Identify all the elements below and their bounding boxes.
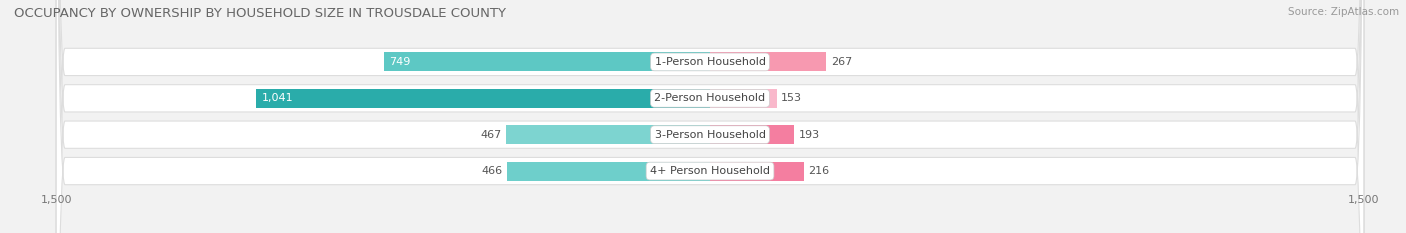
Bar bbox=[710, 52, 827, 71]
Text: 153: 153 bbox=[782, 93, 801, 103]
FancyBboxPatch shape bbox=[56, 0, 1364, 233]
Bar bbox=[506, 125, 710, 144]
Text: 1-Person Household: 1-Person Household bbox=[655, 57, 765, 67]
Bar bbox=[384, 52, 710, 71]
Text: 467: 467 bbox=[481, 130, 502, 140]
FancyBboxPatch shape bbox=[56, 0, 1364, 233]
Bar bbox=[710, 89, 776, 108]
Bar bbox=[710, 125, 794, 144]
FancyBboxPatch shape bbox=[56, 0, 1364, 233]
Text: 4+ Person Household: 4+ Person Household bbox=[650, 166, 770, 176]
Text: 267: 267 bbox=[831, 57, 852, 67]
Text: Source: ZipAtlas.com: Source: ZipAtlas.com bbox=[1288, 7, 1399, 17]
FancyBboxPatch shape bbox=[56, 0, 1364, 233]
Text: 1,041: 1,041 bbox=[262, 93, 294, 103]
Bar bbox=[508, 162, 710, 181]
Text: OCCUPANCY BY OWNERSHIP BY HOUSEHOLD SIZE IN TROUSDALE COUNTY: OCCUPANCY BY OWNERSHIP BY HOUSEHOLD SIZE… bbox=[14, 7, 506, 20]
Text: 216: 216 bbox=[808, 166, 830, 176]
Bar bbox=[256, 89, 710, 108]
Text: 466: 466 bbox=[481, 166, 502, 176]
Text: 193: 193 bbox=[799, 130, 820, 140]
Bar bbox=[710, 162, 804, 181]
Text: 749: 749 bbox=[389, 57, 411, 67]
Text: 3-Person Household: 3-Person Household bbox=[655, 130, 765, 140]
Text: 2-Person Household: 2-Person Household bbox=[654, 93, 766, 103]
